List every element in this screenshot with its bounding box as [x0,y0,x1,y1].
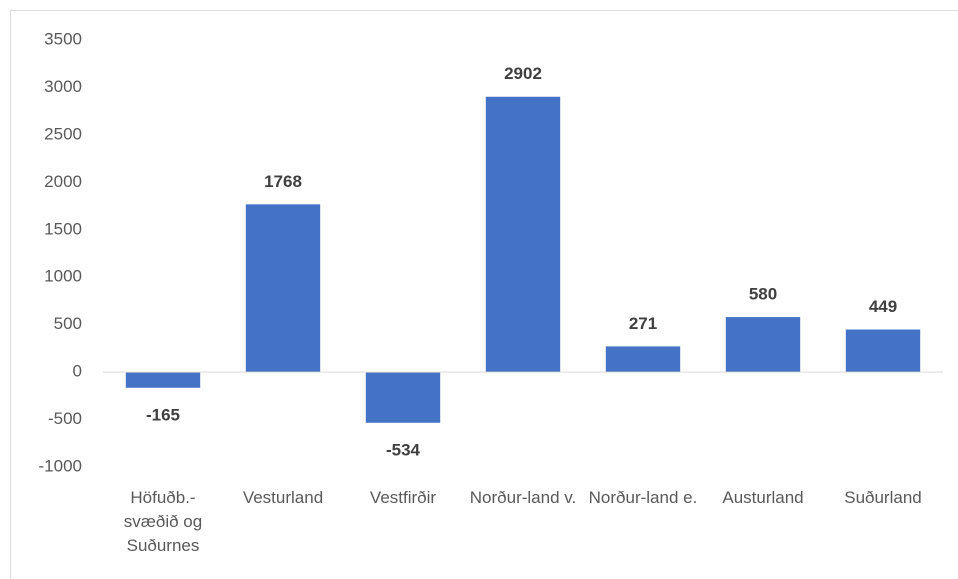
y-tick-label: 3500 [44,29,82,48]
y-tick-label: -1000 [39,456,82,475]
data-label: 2902 [504,64,542,83]
y-tick-label: 2000 [44,172,82,191]
x-tick-label: Vestfirðir [369,488,437,507]
bar [845,329,921,373]
data-label: 1768 [264,172,302,191]
data-label: -534 [386,440,421,459]
x-tick-label: Suðurland [844,488,922,507]
x-tick-label: Höfuðb.-svæðið og Suðurnes [123,488,203,555]
bar [725,317,801,373]
data-label: -165 [146,405,180,424]
y-tick-label: 0 [73,362,82,381]
y-tick-label: -500 [48,409,82,428]
x-tick-label: Vesturland [242,488,324,507]
data-label: 580 [749,285,777,304]
bar [365,372,441,423]
chart-border [10,10,958,579]
x-tick-label: Norður-land e. [588,488,698,507]
x-tick-label: Austurland [722,488,804,507]
y-tick-label: 500 [54,314,82,333]
y-tick-label: 3000 [44,77,82,96]
x-tick-label: Norður-land v. [469,488,577,507]
bar [485,96,561,373]
y-tick-label: 2500 [44,124,82,143]
bar [245,204,321,373]
bar [125,372,201,388]
data-label: 271 [629,314,657,333]
data-label: 449 [869,297,897,316]
bar [605,346,681,373]
y-tick-label: 1000 [44,267,82,286]
y-tick-label: 1500 [44,219,82,238]
